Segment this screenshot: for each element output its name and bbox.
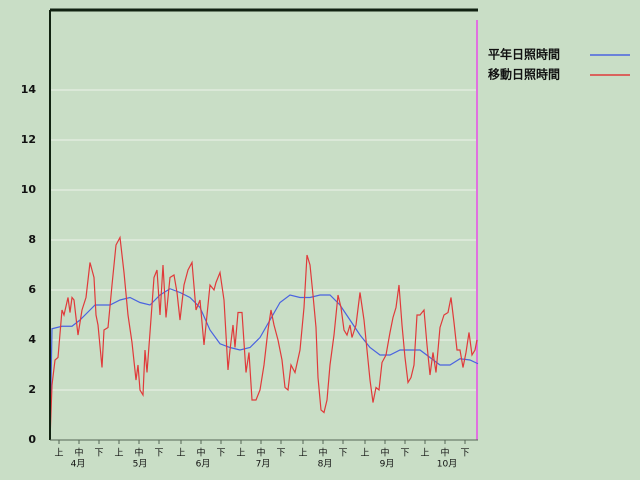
series-line: [49, 288, 479, 441]
grid: 02468101214上中下上中下上中下上中下上中下上中下上中下4月 5月 6月 7月…: [21, 83, 478, 470]
x-tick-label: 下: [460, 449, 469, 459]
x-tick-label: 下: [276, 449, 285, 459]
x-tick-label: 中: [440, 447, 449, 459]
plot: [49, 235, 479, 441]
y-tick-label: 2: [28, 383, 36, 396]
y-tick-label: 4: [28, 333, 36, 346]
x-tick-label: 中: [318, 447, 327, 459]
legend-label: 平年日照時間: [488, 47, 560, 62]
x-tick-label: 下: [154, 449, 163, 459]
month-label: 7月: [256, 459, 271, 470]
x-tick-label: 中: [256, 447, 265, 459]
y-tick-label: 0: [28, 433, 36, 446]
month-label: 10月: [437, 459, 457, 470]
x-tick-label: 上: [114, 448, 123, 459]
month-label: 5月: [133, 459, 148, 470]
x-tick-label: 中: [380, 447, 389, 459]
x-tick-label: 下: [338, 449, 347, 459]
x-tick-label: 上: [420, 448, 429, 459]
x-tick-label: 下: [94, 449, 103, 459]
y-tick-label: 12: [21, 133, 36, 146]
x-tick-label: 上: [360, 448, 369, 459]
x-tick-label: 中: [196, 447, 205, 459]
month-label: 4月: [71, 459, 86, 470]
x-tick-label: 中: [134, 447, 143, 459]
x-tick-label: 中: [74, 447, 83, 459]
y-tick-label: 14: [21, 83, 37, 96]
x-tick-label: 上: [54, 448, 63, 459]
month-label: 6月: [196, 459, 211, 470]
month-label: 9月: [380, 459, 395, 470]
y-tick-label: 6: [28, 283, 36, 296]
legend-label: 移動日照時間: [488, 67, 560, 82]
x-tick-label: 下: [400, 449, 409, 459]
x-tick-label: 上: [176, 448, 185, 459]
y-tick-label: 10: [21, 183, 37, 196]
y-tick-label: 8: [28, 233, 36, 246]
x-tick-label: 上: [236, 448, 245, 459]
x-tick-label: 上: [298, 448, 307, 459]
series-line: [49, 235, 478, 441]
month-label: 8月: [318, 459, 333, 470]
x-tick-label: 下: [216, 449, 225, 459]
